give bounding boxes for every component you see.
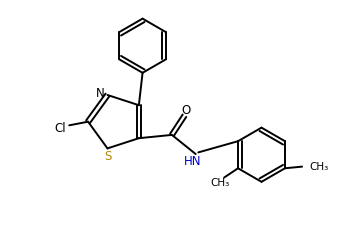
Text: S: S: [104, 150, 111, 163]
Text: Cl: Cl: [55, 122, 67, 135]
Text: CH₃: CH₃: [309, 162, 329, 172]
Text: N: N: [96, 87, 104, 100]
Text: O: O: [181, 104, 190, 117]
Text: CH₃: CH₃: [211, 178, 230, 188]
Text: HN: HN: [184, 155, 201, 168]
